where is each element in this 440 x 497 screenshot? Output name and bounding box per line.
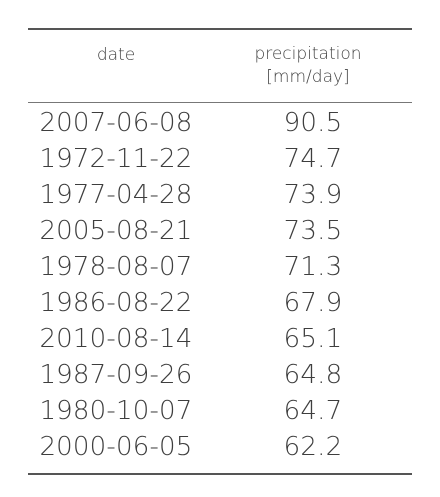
date-cell: 1972-11-22	[39, 144, 193, 174]
top-rule	[28, 28, 412, 30]
precipitation-cell: 74.7	[283, 144, 343, 174]
date-cell: 1977-04-28	[39, 180, 193, 210]
date-cell: 2000-06-05	[39, 432, 193, 462]
header-date: date	[28, 44, 204, 67]
table-row: 1972-11-22 74.7	[28, 141, 412, 177]
precipitation-cell: 73.5	[283, 216, 343, 246]
bottom-rule	[28, 473, 412, 475]
table-row: 2007-06-08 90.5	[28, 105, 412, 141]
header-precipitation-label: precipitation	[254, 44, 362, 64]
precipitation-cell: 71.3	[283, 252, 343, 282]
header-precipitation-unit: [mm/day]	[266, 67, 350, 87]
precipitation-cell: 62.2	[283, 432, 343, 462]
table-body: 2007-06-08 90.5 1972-11-22 74.7 1977-04-28 73…	[28, 103, 412, 473]
table-row: 2000-06-05 62.2	[28, 429, 412, 465]
table-row: 2010-08-14 65.1	[28, 321, 412, 357]
precipitation-cell: 67.9	[283, 288, 343, 318]
precipitation-cell: 64.8	[283, 360, 343, 390]
precipitation-cell: 64.7	[283, 396, 343, 426]
date-cell: 1987-09-26	[39, 360, 193, 390]
precipitation-cell: 73.9	[283, 180, 343, 210]
precipitation-cell: 90.5	[283, 108, 343, 138]
precipitation-table: date precipitation [mm/day] 2007-06-08 90…	[28, 28, 412, 475]
table-row: 2005-08-21 73.5	[28, 213, 412, 249]
date-cell: 1980-10-07	[39, 396, 193, 426]
table-row: 1978-08-07 71.3	[28, 249, 412, 285]
header-date-label: date	[96, 44, 136, 65]
header-precipitation: precipitation [mm/day]	[204, 43, 412, 89]
date-cell: 1978-08-07	[39, 252, 193, 282]
precipitation-cell: 65.1	[283, 324, 343, 354]
table-row: 1977-04-28 73.9	[28, 177, 412, 213]
date-cell: 2010-08-14	[39, 324, 193, 354]
date-cell: 2005-08-21	[39, 216, 193, 246]
table-row: 1986-08-22 67.9	[28, 285, 412, 321]
table-header: date precipitation [mm/day]	[28, 30, 412, 102]
date-cell: 2007-06-08	[39, 108, 193, 138]
table-row: 1987-09-26 64.8	[28, 357, 412, 393]
table-row: 1980-10-07 64.7	[28, 393, 412, 429]
date-cell: 1986-08-22	[39, 288, 193, 318]
header-rule	[28, 102, 412, 103]
